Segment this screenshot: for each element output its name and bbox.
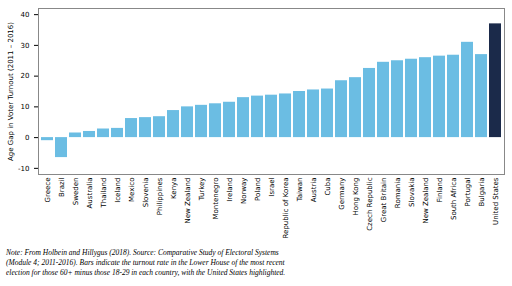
svg-text:Republic of Korea: Republic of Korea <box>282 178 290 239</box>
svg-text:Great Britain: Great Britain <box>380 178 388 223</box>
svg-text:10: 10 <box>21 103 30 111</box>
svg-text:Philippines: Philippines <box>156 177 164 215</box>
svg-text:Germany: Germany <box>338 178 346 210</box>
svg-text:Czech Republic: Czech Republic <box>366 177 374 230</box>
svg-text:Romania: Romania <box>394 178 402 209</box>
svg-text:Mexico: Mexico <box>128 178 136 202</box>
svg-text:20: 20 <box>21 72 30 80</box>
svg-text:New Zealand: New Zealand <box>422 178 430 224</box>
svg-text:Taiwan: Taiwan <box>296 178 304 203</box>
svg-text:Turkey: Turkey <box>198 178 206 202</box>
svg-text:Thailand: Thailand <box>100 178 108 209</box>
svg-text:30: 30 <box>21 42 30 50</box>
svg-text:40: 40 <box>21 11 30 19</box>
svg-text:Finland: Finland <box>436 178 444 203</box>
svg-text:Slovakia: Slovakia <box>408 178 416 207</box>
svg-text:Greece: Greece <box>44 178 52 203</box>
svg-text:Cuba: Cuba <box>324 178 332 196</box>
svg-text:Bulgaria: Bulgaria <box>478 178 486 207</box>
svg-text:Hong Kong: Hong Kong <box>352 178 360 216</box>
svg-text:0: 0 <box>25 134 29 142</box>
svg-text:Israel: Israel <box>268 177 276 196</box>
svg-text:Age Gap in Voter Turnout (2011: Age Gap in Voter Turnout (2011 – 2016) <box>7 22 15 161</box>
svg-text:Montenegro: Montenegro <box>212 178 220 220</box>
svg-text:Slovenia: Slovenia <box>142 178 150 208</box>
svg-text:Ireland: Ireland <box>226 178 234 202</box>
svg-text:Sweden: Sweden <box>72 178 80 206</box>
html-text:Note: From Holbein and Hillygu: Note: From Holbein and Hillygus (2018). … <box>6 248 286 277</box>
svg-text:Poland: Poland <box>254 178 262 201</box>
svg-text:United States: United States <box>492 177 500 225</box>
svg-text:Portugal: Portugal <box>464 177 472 206</box>
svg-text:Austria: Austria <box>310 178 318 203</box>
svg-text:Kenya: Kenya <box>170 178 178 199</box>
svg-text:South Africa: South Africa <box>450 178 458 221</box>
svg-text:Iceland: Iceland <box>114 178 122 203</box>
svg-text:Australia: Australia <box>86 178 94 209</box>
svg-text:-10: -10 <box>18 165 29 173</box>
svg-text:New Zealand: New Zealand <box>184 178 192 224</box>
svg-text:Norway: Norway <box>240 178 248 205</box>
svg-text:Brazil: Brazil <box>58 177 66 197</box>
